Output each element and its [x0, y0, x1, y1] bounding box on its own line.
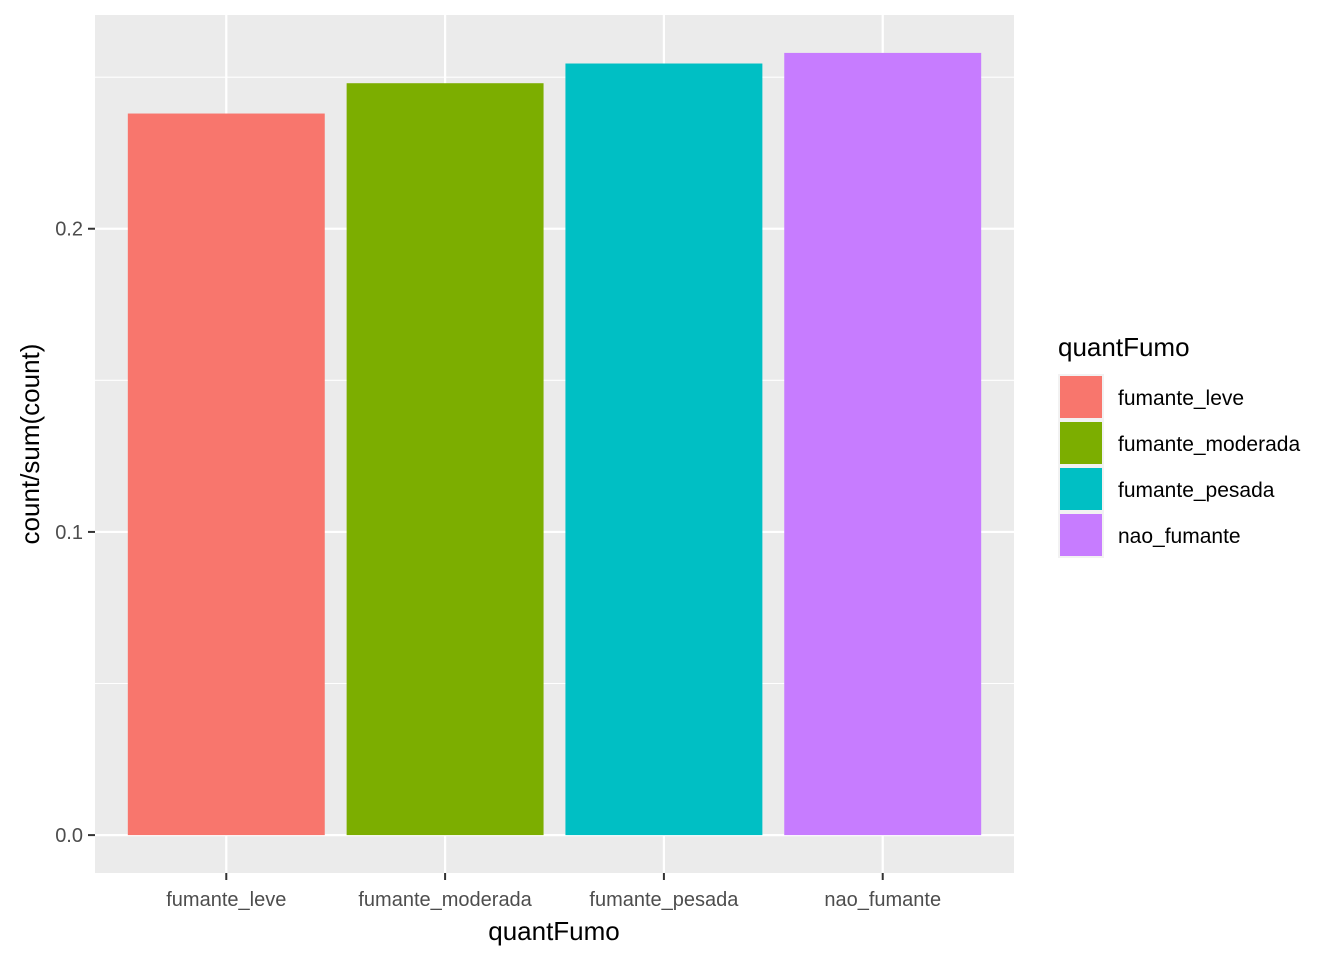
legend-title: quantFumo: [1058, 332, 1190, 362]
bars: [127, 52, 982, 836]
legend-label: fumante_pesada: [1118, 479, 1275, 502]
y-tick-label: 0.1: [55, 522, 83, 544]
x-tick-label: fumante_moderada: [358, 889, 532, 911]
bar-fumante_moderada: [346, 83, 544, 836]
legend-swatch: [1060, 514, 1102, 556]
x-tick-label: fumante_pesada: [589, 889, 739, 911]
bar-fumante_pesada: [565, 63, 763, 836]
x-axis: fumante_leve fumante_moderada fumante_pesa…: [166, 873, 941, 911]
bar-nao_fumante: [784, 52, 982, 836]
x-axis-title: quantFumo: [488, 916, 620, 946]
legend-swatch: [1060, 376, 1102, 418]
legend-label: fumante_moderada: [1118, 433, 1300, 456]
x-tick-label: nao_fumante: [824, 889, 941, 911]
y-tick-label: 0.0: [55, 825, 83, 847]
bar-fumante_leve: [127, 113, 325, 836]
legend-label: nao_fumante: [1118, 525, 1241, 548]
legend-label: fumante_leve: [1118, 387, 1244, 410]
y-axis: 0.0 0.1 0.2: [55, 219, 95, 847]
x-tick-label: fumante_leve: [166, 889, 286, 911]
y-axis-title: count/sum(count): [15, 344, 45, 545]
legend: quantFumo fumante_leve fumante_moderadafu…: [1058, 332, 1300, 558]
legend-swatch: [1060, 422, 1102, 464]
legend-swatch: [1060, 468, 1102, 510]
y-tick-label: 0.2: [55, 219, 83, 241]
